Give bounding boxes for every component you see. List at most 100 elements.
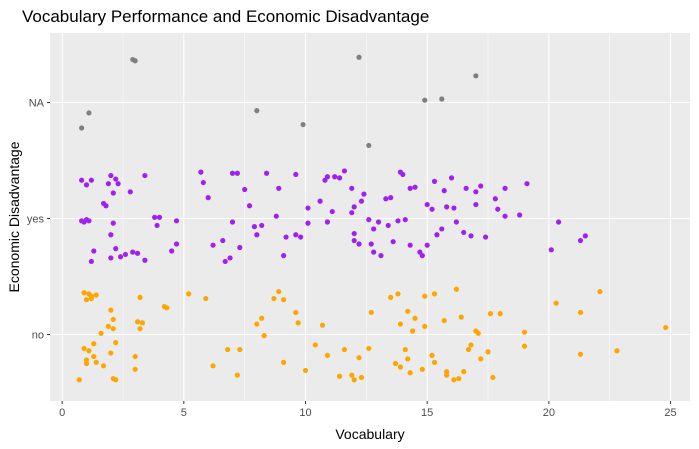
data-point-no — [110, 316, 116, 323]
data-point-no — [88, 293, 94, 299]
data-point-no — [295, 320, 301, 326]
data-point-yes — [113, 176, 119, 182]
data-point-yes — [473, 201, 479, 208]
data-point-yes — [103, 203, 109, 209]
data-point-no — [461, 369, 467, 375]
data-point-yes — [349, 185, 355, 191]
x-tick-label: 15 — [421, 407, 433, 419]
data-point-yes — [200, 179, 206, 186]
data-point-yes — [482, 234, 489, 240]
data-point-yes — [468, 233, 474, 239]
data-point-yes — [273, 213, 279, 219]
data-point-yes — [371, 226, 377, 232]
data-point-yes — [434, 232, 440, 238]
x-tick-label: 20 — [543, 407, 555, 419]
data-point-no — [293, 309, 299, 316]
data-point-no — [397, 321, 404, 327]
data-point-no — [485, 349, 491, 355]
data-point-no — [490, 374, 496, 381]
data-point-yes — [86, 218, 92, 224]
data-point-no — [341, 346, 348, 353]
data-point-yes — [113, 246, 119, 252]
data-point-no — [234, 372, 240, 378]
data-point-no — [91, 353, 97, 360]
data-point-no — [113, 377, 119, 383]
x-tick-label: 10 — [299, 407, 311, 419]
data-point-no — [431, 359, 438, 365]
data-point-yes — [122, 251, 129, 258]
data-point-no — [108, 307, 114, 313]
x-axis: 0 5 10 15 20 25 — [59, 401, 677, 419]
data-point-yes — [242, 186, 248, 193]
data-point-yes — [375, 219, 382, 225]
data-point-no — [521, 343, 528, 349]
x-tick-label: 0 — [59, 407, 65, 419]
data-point-no — [93, 292, 99, 298]
data-point-no — [254, 321, 260, 327]
data-point-yes — [356, 241, 362, 247]
data-point-yes — [298, 234, 304, 240]
data-point-yes — [400, 171, 406, 178]
data-point-no — [465, 346, 472, 353]
x-tick-label: 25 — [664, 407, 676, 419]
data-point-no — [405, 356, 411, 362]
data-point-yes — [371, 249, 377, 255]
data-point-no — [137, 326, 143, 332]
data-point-yes — [105, 181, 111, 187]
data-point-yes — [361, 191, 367, 197]
data-point-na — [439, 96, 445, 102]
data-point-yes — [281, 253, 287, 259]
data-point-yes — [229, 219, 236, 225]
data-point-no — [395, 291, 401, 297]
data-point-yes — [351, 204, 357, 210]
data-point-no — [419, 366, 425, 372]
data-point-no — [336, 373, 343, 379]
data-point-yes — [135, 250, 141, 256]
data-point-na — [132, 58, 138, 64]
x-tick-label: 5 — [181, 407, 187, 419]
data-point-yes — [448, 175, 455, 181]
data-point-no — [237, 346, 243, 353]
data-point-yes — [108, 172, 114, 179]
data-point-yes — [79, 177, 85, 183]
data-point-yes — [407, 185, 413, 191]
minor-gridlines — [122, 33, 610, 401]
data-point-yes — [502, 213, 508, 219]
data-point-yes — [378, 253, 384, 259]
data-point-yes — [431, 178, 438, 184]
data-point-yes — [142, 172, 148, 179]
y-tick-label: no — [32, 330, 44, 342]
data-point-yes — [441, 188, 447, 194]
data-point-no — [429, 352, 435, 358]
data-point-no — [98, 330, 104, 336]
data-point-yes — [222, 258, 228, 265]
data-point-yes — [429, 206, 435, 212]
data-point-no — [319, 322, 326, 328]
data-point-yes — [110, 220, 116, 226]
data-point-no — [83, 357, 90, 363]
data-point-yes — [237, 244, 243, 251]
data-point-yes — [332, 174, 338, 180]
data-point-no — [614, 348, 620, 354]
data-point-yes — [478, 183, 484, 189]
data-point-yes — [152, 214, 158, 220]
data-point-yes — [451, 205, 457, 211]
data-point-yes — [317, 198, 323, 204]
data-point-no — [663, 324, 669, 331]
data-point-yes — [251, 224, 258, 230]
data-point-no — [456, 375, 462, 382]
data-point-no — [349, 372, 355, 378]
data-point-no — [271, 295, 277, 302]
data-point-no — [458, 314, 464, 320]
data-point-yes — [390, 239, 396, 245]
data-point-yes — [555, 219, 562, 225]
data-point-no — [210, 363, 216, 369]
data-point-no — [475, 330, 481, 336]
data-point-no — [86, 348, 92, 354]
data-point-yes — [358, 198, 365, 204]
data-point-yes — [395, 218, 401, 224]
data-point-yes — [227, 255, 233, 261]
data-point-no — [203, 295, 209, 302]
data-point-no — [137, 294, 143, 300]
